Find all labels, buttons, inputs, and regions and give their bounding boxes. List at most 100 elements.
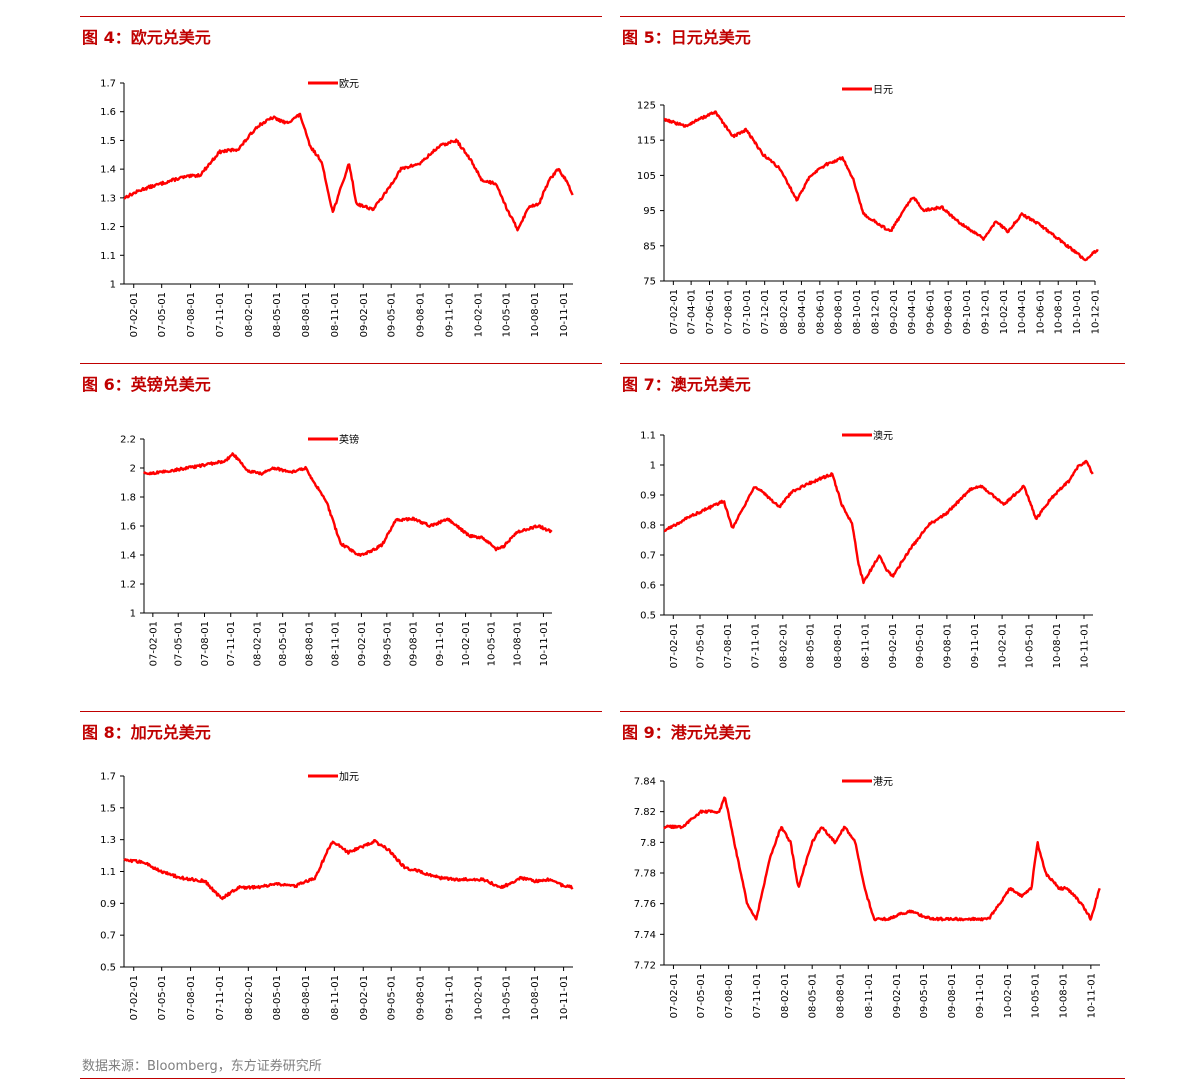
x-tick-label: 07-08-01 (186, 292, 197, 337)
x-tick-label: 09-02-01 (359, 292, 370, 337)
x-tick-label: 10-11-01 (559, 292, 570, 337)
x-tick-label: 08-11-01 (331, 621, 342, 666)
x-tick-label: 07-05-01 (174, 621, 185, 666)
x-tick-label: 09-08-01 (416, 292, 427, 337)
x-tick-label: 07-02-01 (129, 975, 140, 1020)
x-tick-label: 10-02-01 (473, 292, 484, 337)
x-tick-label: 07-10-01 (742, 289, 753, 334)
panel-rule (620, 16, 1125, 17)
x-tick-label: 10-05-01 (1024, 623, 1035, 668)
x-tick-label: 08-11-01 (864, 973, 875, 1018)
chart-title: 图 7：澳元兑美元 (622, 375, 751, 394)
x-tick-label: 08-02-01 (244, 292, 255, 337)
x-tick-label: 10-08-01 (1058, 973, 1069, 1018)
x-tick-label: 08-08-01 (833, 623, 844, 668)
x-tick-label: 10-02-01 (998, 623, 1009, 668)
y-tick-label: 95 (643, 206, 656, 217)
x-tick-label: 09-05-01 (382, 621, 393, 666)
y-tick-label: 1.1 (640, 431, 656, 442)
y-tick-label: 1.3 (100, 835, 116, 846)
legend-label: 欧元 (339, 78, 359, 90)
x-tick-label: 07-05-01 (696, 623, 707, 668)
x-tick-label: 08-08-01 (836, 973, 847, 1018)
x-tick-label: 07-02-01 (669, 623, 680, 668)
y-tick-label: 0.9 (640, 491, 656, 502)
y-tick-label: 115 (637, 136, 656, 147)
x-tick-label: 08-02-01 (780, 973, 791, 1018)
series-line (663, 110, 1099, 262)
x-tick-label: 09-05-01 (387, 975, 398, 1020)
x-tick-label: 10-05-01 (1030, 973, 1041, 1018)
x-tick-label: 08-05-01 (808, 973, 819, 1018)
chart-svg: 1 1.1 1.2 1.3 1.4 1.5 1.6 1.7 07-02-01 07-05-01 07… (100, 78, 574, 337)
x-tick-label: 07-11-01 (215, 975, 226, 1020)
source-note: 数据来源：Bloomberg，东方证券研究所 (82, 1059, 322, 1074)
x-tick-label: 09-08-01 (944, 289, 955, 334)
y-tick-label: 0.5 (640, 611, 656, 622)
x-tick-label: 07-11-01 (751, 623, 762, 668)
x-tick-label: 07-02-01 (129, 292, 140, 337)
x-tick-label: 08-05-01 (272, 975, 283, 1020)
y-tick-label: 0.8 (640, 521, 656, 532)
x-tick-label: 08-11-01 (861, 623, 872, 668)
x-tick-label: 08-02-01 (252, 621, 263, 666)
series-line (663, 796, 1101, 922)
x-tick-label: 08-11-01 (330, 975, 341, 1020)
x-tick-label: 07-11-01 (752, 973, 763, 1018)
legend-label: 日元 (873, 85, 893, 96)
y-tick-label: 1.7 (100, 772, 116, 783)
y-tick-label: 7.72 (634, 961, 656, 972)
x-tick-label: 08-02-01 (244, 975, 255, 1020)
x-tick-label: 07-11-01 (215, 292, 226, 337)
x-tick-label: 09-02-01 (359, 975, 370, 1020)
chart-title: 图 6：英镑兑美元 (82, 375, 211, 394)
x-tick-label: 07-05-01 (157, 975, 168, 1020)
x-tick-label: 09-05-01 (387, 292, 398, 337)
x-tick-label: 07-02-01 (148, 621, 159, 666)
x-tick-label: 09-04-01 (907, 289, 918, 334)
legend-label: 澳元 (873, 429, 893, 442)
x-tick-label: 08-08-01 (304, 621, 315, 666)
x-tick-label: 07-12-01 (760, 289, 771, 334)
chart-title: 图 5：日元兑美元 (622, 28, 751, 47)
y-tick-label: 1.1 (100, 251, 116, 262)
x-tick-label: 10-10-01 (1072, 289, 1083, 334)
x-tick-label: 08-08-01 (301, 292, 312, 337)
x-tick-label: 08-11-01 (330, 292, 341, 337)
y-tick-label: 75 (643, 277, 656, 288)
chart-svg: 1 1.2 1.4 1.6 1.8 2 2.2 07-02-01 07-05-01 07-08-0… (120, 433, 553, 666)
y-tick-label: 0.7 (100, 931, 116, 942)
x-tick-label: 07-08-01 (723, 623, 734, 668)
x-tick-label: 10-11-01 (539, 621, 550, 666)
y-tick-label: 1 (130, 609, 136, 620)
panel-rule (80, 16, 602, 17)
y-tick-label: 85 (643, 241, 656, 252)
y-tick-label: 1.5 (100, 803, 116, 814)
y-tick-label: 1.7 (100, 79, 116, 90)
chart-svg: 75 85 95 105 115 125 07-02-01 07-04-01 07-06-01 0… (637, 85, 1102, 334)
chart-svg: 0.5 0.6 0.7 0.8 0.9 1 1.1 07-02-01 07-05-01 07-08… (640, 429, 1094, 668)
x-tick-label: 09-11-01 (444, 292, 455, 337)
legend-label: 港元 (873, 776, 893, 788)
series-line (142, 452, 553, 557)
y-tick-label: 7.84 (634, 777, 656, 788)
x-tick-label: 09-11-01 (970, 623, 981, 668)
x-tick-label: 08-02-01 (778, 623, 789, 668)
x-tick-label: 10-11-01 (1080, 623, 1091, 668)
x-tick-label: 09-08-01 (416, 975, 427, 1020)
x-tick-label: 07-11-01 (226, 621, 237, 666)
x-tick-label: 09-08-01 (409, 621, 420, 666)
y-tick-label: 1.1 (100, 867, 116, 878)
y-tick-label: 2 (130, 464, 136, 475)
x-tick-label: 10-05-01 (486, 621, 497, 666)
x-tick-label: 07-02-01 (669, 289, 680, 334)
y-tick-label: 1.5 (100, 136, 116, 147)
x-tick-label: 08-05-01 (805, 623, 816, 668)
x-tick-label: 09-02-01 (892, 973, 903, 1018)
x-tick-label: 10-02-01 (473, 975, 484, 1020)
x-tick-label: 07-08-01 (723, 289, 734, 334)
y-tick-label: 1 (650, 461, 656, 472)
x-tick-label: 08-05-01 (278, 621, 289, 666)
x-tick-label: 08-08-01 (301, 975, 312, 1020)
legend-label: 加元 (339, 771, 359, 783)
